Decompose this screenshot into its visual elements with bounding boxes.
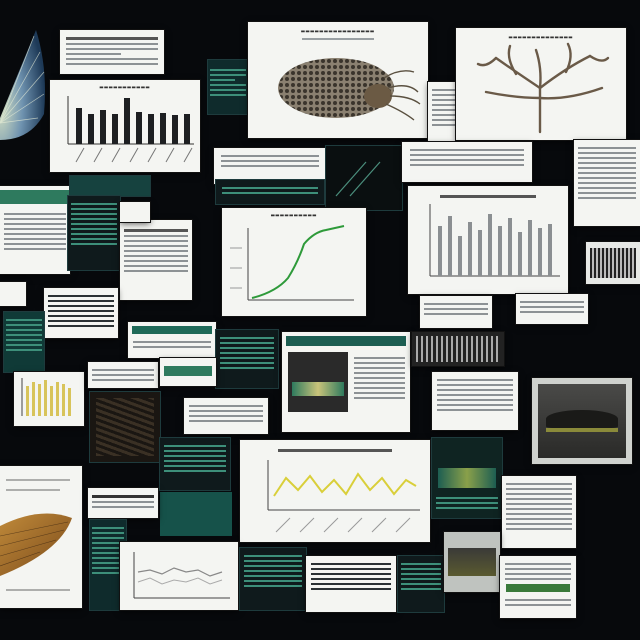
bar-chart-card: ▬▬▬▬▬▬▬▬▬▬▬ (50, 80, 200, 172)
dark-panel-left-mid (70, 176, 150, 196)
dark-panel-lower-mid (240, 548, 306, 610)
bar-chart-grey-card (408, 186, 568, 294)
document-card-top-left (60, 30, 164, 74)
document-card-mid-left (120, 220, 192, 300)
header-strip-card (214, 148, 326, 184)
branching-coral-card: ▬▬▬▬▬▬▬▬▬▬▬▬▬▬ (456, 28, 626, 140)
dark-list-left (68, 196, 120, 270)
branching-coral-illustration (476, 42, 610, 134)
fan-coral-illustration (0, 479, 72, 591)
yellow-bar-chart-card (14, 372, 84, 426)
dark-panel-left-lower (4, 312, 44, 372)
fan-illustration (0, 28, 50, 146)
line-chart-grey-card (120, 542, 238, 610)
line-chart-yellow-card (240, 440, 430, 542)
document-card-far-right-top (574, 140, 640, 226)
document-card-list-left (44, 288, 118, 338)
dark-stripe-card (412, 332, 504, 366)
teal-header-card-left (0, 186, 70, 274)
photo-card-right (532, 378, 632, 464)
document-card-stripe-right (516, 294, 588, 324)
green-chart-panel (432, 438, 502, 518)
document-card-center-mid (184, 398, 268, 434)
document-card-lower-right (502, 476, 576, 548)
fan-coral-card (0, 466, 82, 608)
document-card-bottom-right (500, 556, 576, 618)
document-card-small (120, 202, 150, 222)
sea-creature-illustration-card: ▬▬▬▬▬▬▬▬▬▬▬▬▬▬▬▬ (248, 22, 428, 138)
document-card-right-mid (402, 142, 532, 182)
line-chart-green-card: ▬▬▬▬▬▬▬▬▬▬ (222, 208, 366, 316)
document-card-lower-mid (306, 556, 396, 612)
dark-panel-strip (216, 180, 324, 204)
document-card-stripe (420, 296, 492, 328)
photo-card-lower (444, 532, 500, 592)
teal-doc-card-center (282, 332, 410, 432)
dark-photo-card-left (90, 392, 160, 462)
document-card-left-stack (0, 282, 26, 306)
document-card-center-right (432, 372, 518, 430)
document-card-lower-left (88, 488, 158, 518)
teal-header-card-mid (128, 322, 216, 358)
document-card-mid-left-2 (88, 362, 158, 388)
dark-panel-top (208, 60, 248, 114)
sea-creature-illustration (278, 58, 421, 121)
dark-list-center-left (160, 438, 230, 490)
teal-strip-card (160, 358, 216, 386)
teal-block-lower (160, 492, 232, 536)
dark-panel-lower-center (398, 556, 444, 612)
dark-grid-card-right (586, 242, 640, 284)
dark-panel-center-left (216, 330, 278, 388)
dark-panel-arrows (326, 146, 402, 210)
